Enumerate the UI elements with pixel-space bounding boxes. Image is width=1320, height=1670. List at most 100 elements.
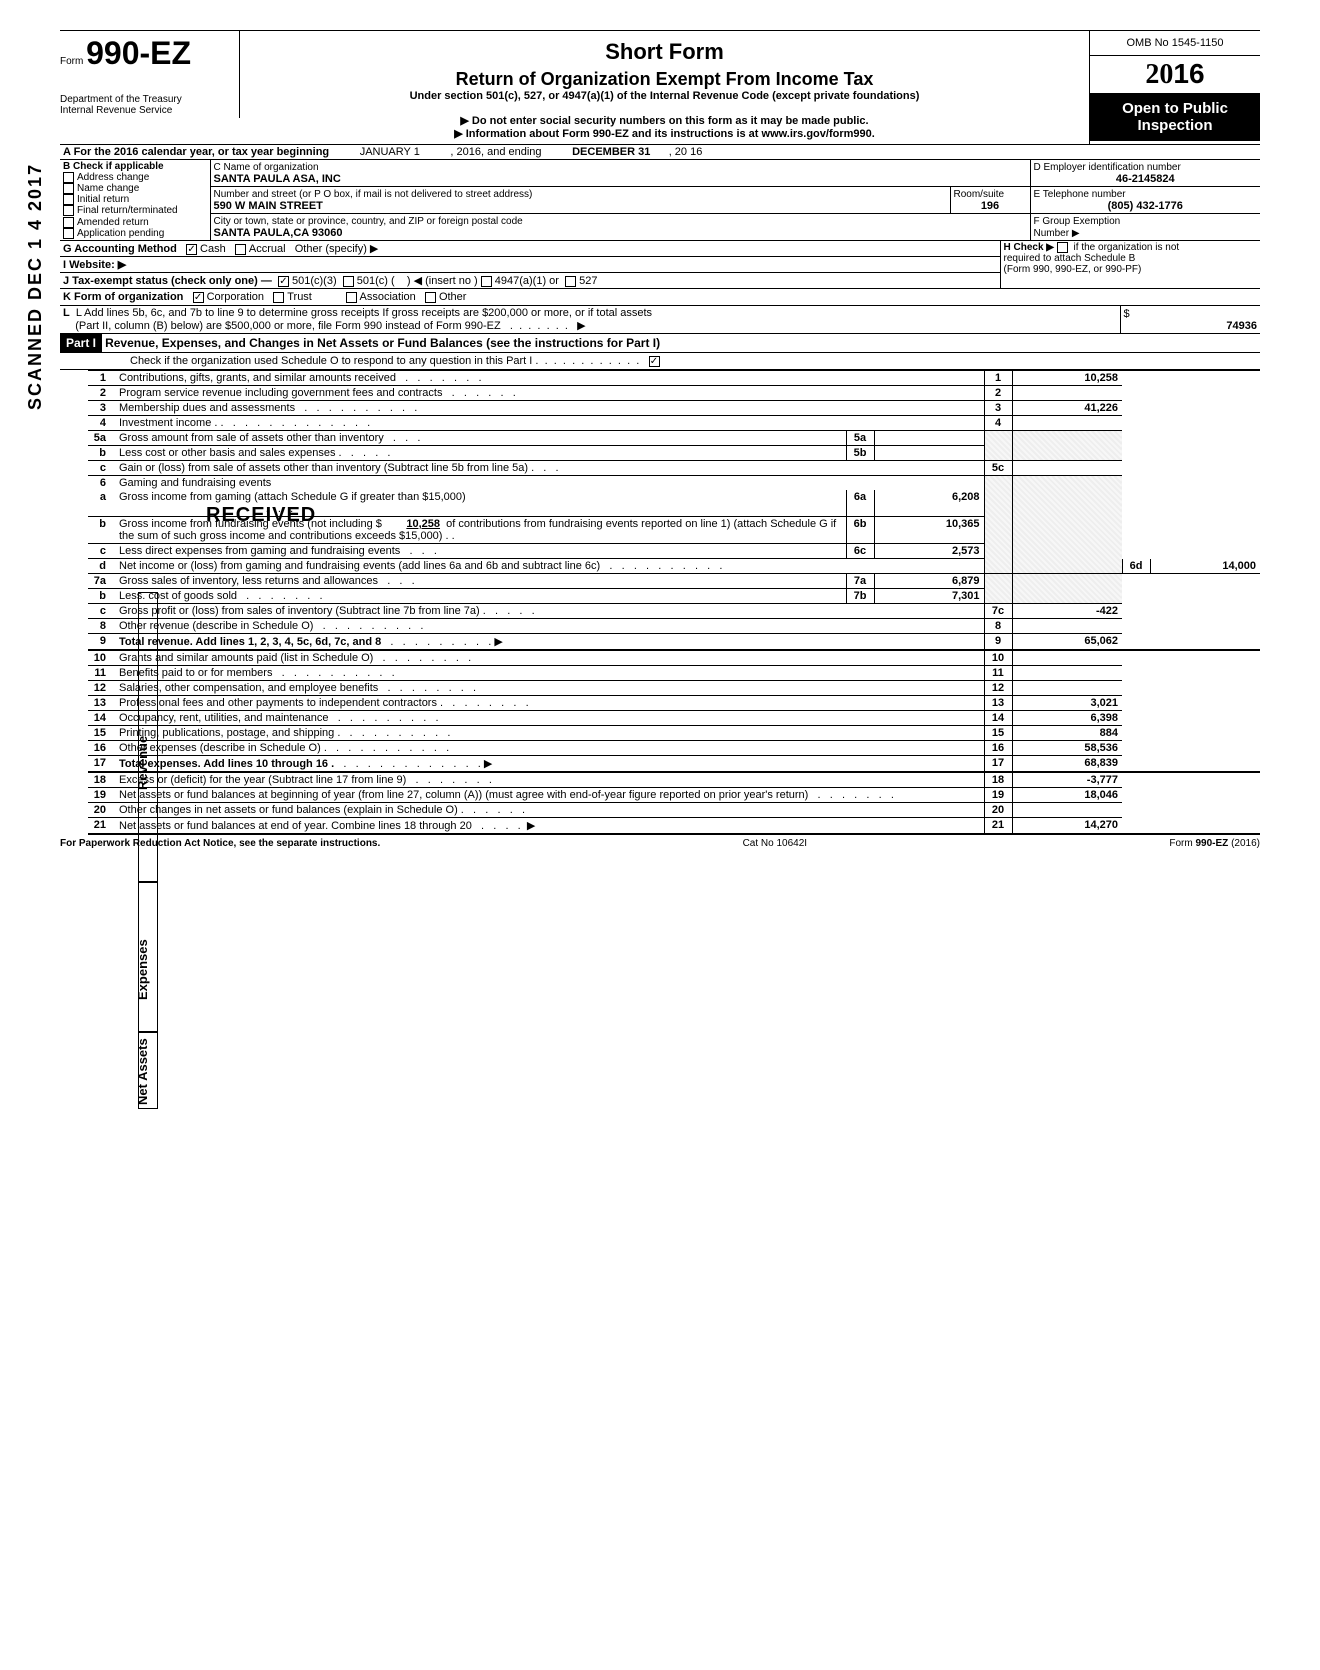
line-18: 18 Excess or (deficit) for the year (Sub… [88,772,1260,788]
l6a-val: 6,208 [874,490,984,517]
l9-val: 65,062 [1012,634,1122,651]
k-assoc: Association [360,291,416,303]
l7c-desc: Gross profit or (loss) from sales of inv… [119,605,486,617]
l19-box: 19 [984,788,1012,803]
l7ab-shade [984,574,1012,604]
line-15: 15 Printing, publications, postage, and … [88,726,1260,741]
cb-name[interactable] [63,183,74,194]
cb-other-org[interactable] [425,292,436,303]
l-arrow: ▶ [577,320,585,332]
l8-val [1012,619,1122,634]
cb-501c[interactable] [343,276,354,287]
l-text1: L Add lines 5b, 6c, and 7b to line 9 to … [76,307,652,319]
line-13: 13 Professional fees and other payments … [88,696,1260,711]
form-year: 20201616 [1090,56,1260,94]
l6a-box: 6a [846,490,874,517]
l12-val [1012,681,1122,696]
section-i-label: I Website: ▶ [63,259,126,271]
other-method: Other (specify) ▶ [295,243,379,255]
expenses-label: Expenses [135,939,150,1000]
l16-box: 16 [984,741,1012,756]
l-dollar: $ [1124,308,1130,320]
section-j-label: J Tax-exempt status (check only one) — [63,275,272,287]
cb-pending[interactable] [63,228,74,239]
cb-cash[interactable] [186,244,197,255]
l18-desc: Excess or (deficit) for the year (Subtra… [119,774,406,786]
cb-accrual[interactable] [235,244,246,255]
form-label: Form [60,56,83,67]
l10-num: 10 [88,650,116,666]
ein-value: 46-2145824 [1116,173,1175,185]
l20-val [1012,803,1122,818]
irs-label: Internal Revenue Service [60,105,231,116]
cb-trust[interactable] [273,292,284,303]
line-a-end: DECEMBER 31 [572,146,650,158]
l1-num: 1 [88,371,116,386]
l9-num: 9 [88,634,116,651]
cb-501c3[interactable] [278,276,289,287]
cb-schedule-o[interactable] [649,356,660,367]
cb-assoc[interactable] [346,292,357,303]
cb-4947[interactable] [481,276,492,287]
l14-val: 6,398 [1012,711,1122,726]
l6d-num: d [88,559,116,574]
cb-amended[interactable] [63,217,74,228]
info-link: ▶ Information about Form 990-EZ and its … [246,127,1083,140]
j-527: 527 [579,275,597,287]
l2-desc: Program service revenue including govern… [119,387,442,399]
l1-desc: Contributions, gifts, grants, and simila… [119,372,396,384]
section-k-label: K Form of organization [63,291,183,303]
h-text2: required to attach Schedule B [1004,253,1136,264]
section-l: L L Add lines 5b, 6c, and 7b to line 9 t… [60,306,1260,334]
cb-final-label: Final return/terminated [77,206,178,217]
j-4947: 4947(a)(1) or [495,275,559,287]
line-a-label: A For the 2016 calendar year, or tax yea… [63,146,329,158]
cb-pending-label: Application pending [77,228,164,239]
l6a-num: a [88,490,116,517]
l6d-desc: Net income or (loss) from gaming and fun… [119,560,600,572]
cb-527[interactable] [565,276,576,287]
part1-title: Revenue, Expenses, and Changes in Net As… [105,336,660,350]
l13-num: 13 [88,696,116,711]
dept-treasury: Department of the Treasury [60,94,231,105]
part1-head: Part I [60,334,102,352]
l1-val: 10,258 [1012,371,1122,386]
l3-desc: Membership dues and assessments [119,402,295,414]
l15-box: 15 [984,726,1012,741]
l7b-val: 7,301 [874,589,984,604]
line-a-begin: JANUARY 1 [360,146,420,158]
no-ssn-note: ▶ Do not enter social security numbers o… [246,114,1083,127]
cb-initial[interactable] [63,194,74,205]
financial-table: 1 Contributions, gifts, grants, and simi… [88,370,1260,835]
l8-num: 8 [88,619,116,634]
room-value: 196 [981,200,999,212]
l6c-val: 2,573 [874,544,984,559]
cb-final[interactable] [63,205,74,216]
l20-desc: Other changes in net assets or fund bala… [119,804,464,816]
cb-schedule-b[interactable] [1057,242,1068,253]
cb-corp[interactable] [193,292,204,303]
l5b-num: b [88,446,116,461]
l12-num: 12 [88,681,116,696]
section-c-label: C Name of organization [214,162,319,173]
l4-num: 4 [88,416,116,431]
open-public-2: Inspection [1092,117,1258,134]
part1-check: Check if the organization used Schedule … [60,353,1260,370]
section-g-label: G Accounting Method [63,243,177,255]
accrual-label: Accrual [249,243,286,255]
l13-desc: Professional fees and other payments to … [119,697,443,709]
l5b-box: 5b [846,446,874,461]
cb-address-label: Address change [77,172,149,183]
l14-box: 14 [984,711,1012,726]
omb-number: OMB No 1545-1150 [1090,31,1260,56]
cb-address[interactable] [63,172,74,183]
l6c-desc: Less direct expenses from gaming and fun… [119,545,400,557]
l15-val: 884 [1012,726,1122,741]
k-trust: Trust [287,291,312,303]
l18-val: -3,777 [1012,772,1122,788]
h-text1: if the organization is not [1074,242,1180,253]
section-e-label: E Telephone number [1034,189,1126,200]
street-value: 590 W MAIN STREET [214,200,323,212]
line-16: 16 Other expenses (describe in Schedule … [88,741,1260,756]
l3-val: 41,226 [1012,401,1122,416]
